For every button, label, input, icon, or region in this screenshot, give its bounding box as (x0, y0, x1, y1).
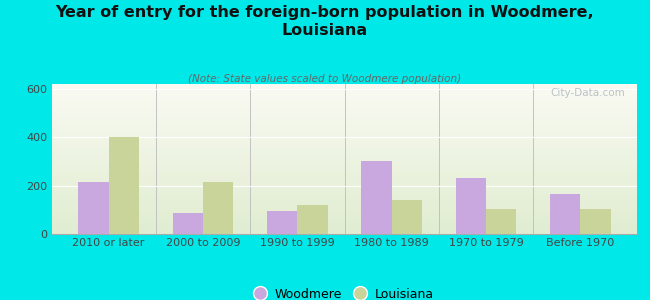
Text: City-Data.com: City-Data.com (551, 88, 625, 98)
Bar (456, 178, 486, 234)
Bar (297, 205, 328, 234)
Bar (267, 211, 297, 234)
Bar (550, 194, 580, 234)
Bar (361, 161, 392, 234)
Text: (Note: State values scaled to Woodmere population): (Note: State values scaled to Woodmere p… (188, 74, 462, 83)
Bar (79, 182, 109, 234)
Bar (486, 208, 516, 234)
Bar (392, 200, 422, 234)
Bar (109, 137, 139, 234)
Bar (173, 213, 203, 234)
Text: Year of entry for the foreign-born population in Woodmere,
Louisiana: Year of entry for the foreign-born popul… (56, 4, 594, 38)
Bar (580, 208, 610, 234)
Legend: Woodmere, Louisiana: Woodmere, Louisiana (250, 283, 439, 300)
Bar (203, 182, 233, 234)
